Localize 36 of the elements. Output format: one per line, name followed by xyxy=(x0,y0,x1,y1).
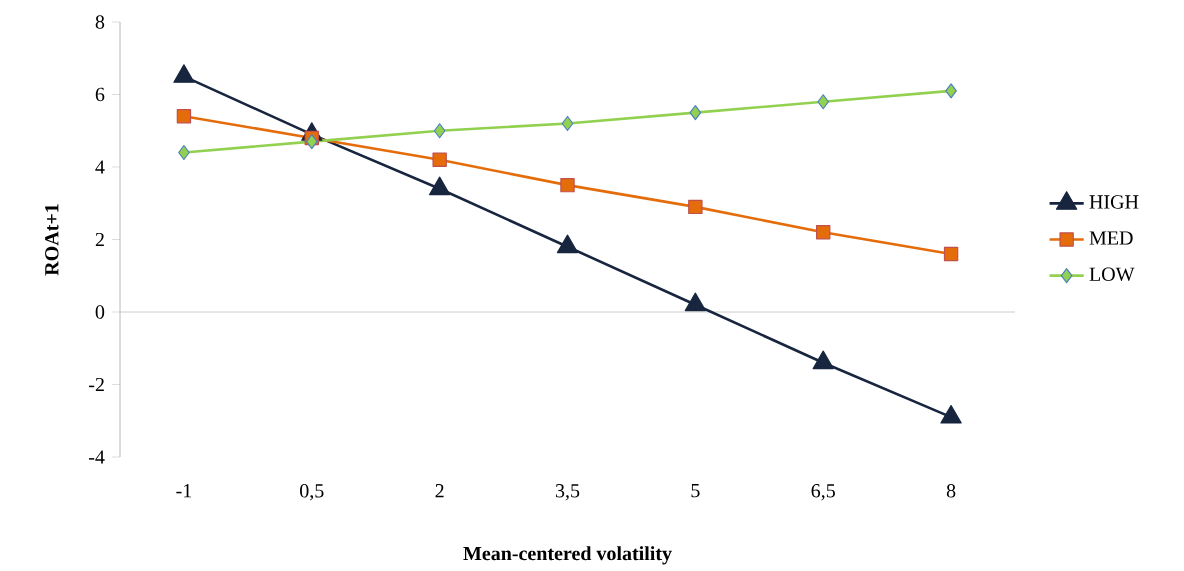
x-tick-label: 0,5 xyxy=(300,484,324,501)
legend-label: HIGH xyxy=(1089,195,1139,209)
point xyxy=(688,199,703,215)
point xyxy=(945,83,957,99)
y-tick-label: 2 xyxy=(95,232,104,247)
point xyxy=(816,225,831,240)
legend-label: LOW xyxy=(1089,267,1135,282)
x-tick-label: -1 xyxy=(176,484,192,498)
point xyxy=(561,115,574,132)
point xyxy=(689,105,702,121)
point xyxy=(178,144,190,161)
point xyxy=(943,246,959,262)
point xyxy=(305,134,318,150)
y-tick-label: -4 xyxy=(89,450,105,464)
x-tick-label: 3,5 xyxy=(555,484,580,501)
point xyxy=(812,350,834,370)
x-tick-label: 6,5 xyxy=(811,484,835,501)
point xyxy=(940,404,962,424)
point xyxy=(560,177,575,193)
legend-label: MED xyxy=(1089,231,1133,245)
point xyxy=(432,152,447,167)
point xyxy=(176,109,192,124)
x-tick-label: 5 xyxy=(691,484,700,498)
y-tick-label: 0 xyxy=(95,305,105,319)
y-axis-title: ROAt+1 xyxy=(45,204,59,276)
point xyxy=(684,292,707,312)
x-axis-title: Mean-centered volatility xyxy=(463,546,672,565)
point xyxy=(817,94,830,110)
point xyxy=(556,234,579,254)
x-tick-label: 8 xyxy=(946,484,956,498)
point xyxy=(433,123,446,139)
y-tick-label: -2 xyxy=(89,377,104,392)
y-tick-label: 4 xyxy=(95,160,105,174)
y-tick-label: 6 xyxy=(95,87,105,102)
x-tick-label: 2 xyxy=(435,484,444,498)
y-tick-label: 8 xyxy=(95,15,105,29)
